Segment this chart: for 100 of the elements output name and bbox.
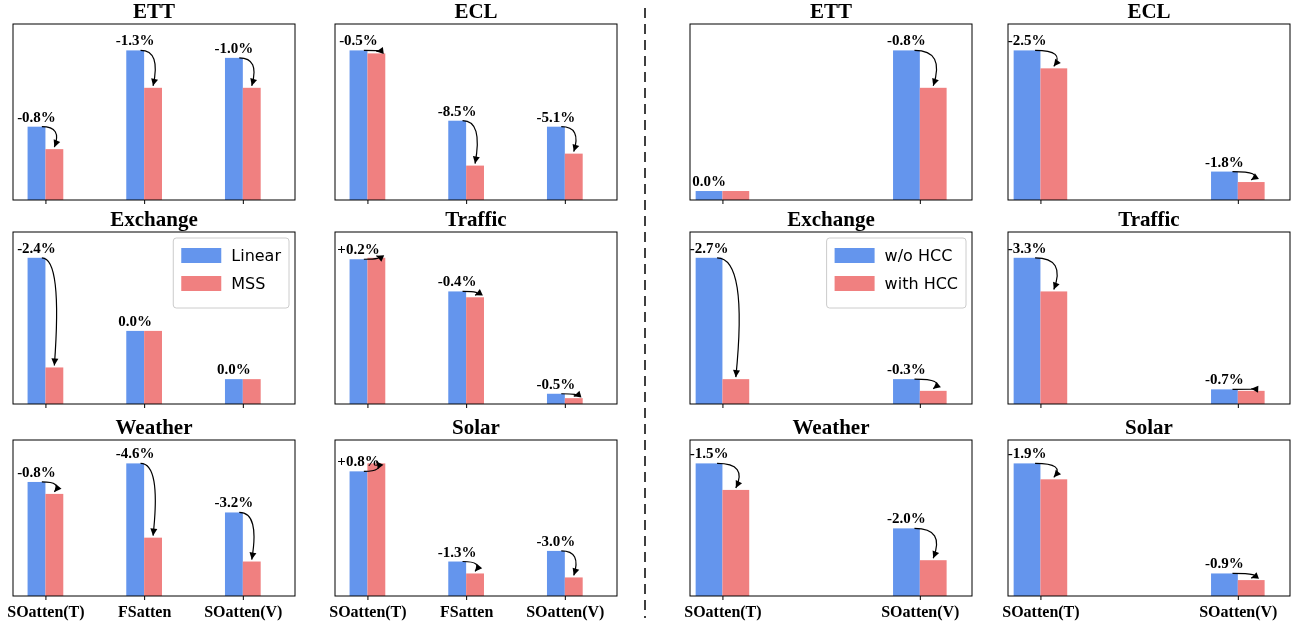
bar <box>349 259 368 404</box>
bar <box>919 560 947 596</box>
bar <box>466 297 484 404</box>
annotation: -0.9% <box>1205 555 1244 572</box>
chart-title: Traffic <box>1118 207 1180 231</box>
bar <box>448 561 467 596</box>
bar <box>1040 68 1068 200</box>
annotation: -1.5% <box>689 445 729 462</box>
annotation: -0.5% <box>536 375 576 392</box>
bar <box>1211 171 1238 200</box>
bar <box>144 330 162 404</box>
chart-title: Solar <box>1125 415 1173 439</box>
annotation: -8.5% <box>437 102 477 119</box>
annotation: -0.5% <box>339 32 378 49</box>
annotation: -1.3% <box>115 32 155 49</box>
annotation: -3.0% <box>536 532 576 549</box>
annotation: +0.8% <box>337 453 380 470</box>
bar <box>1040 291 1068 404</box>
bar <box>1211 573 1238 596</box>
annotation: -3.3% <box>1007 239 1047 256</box>
annotation: 0.0% <box>118 312 153 329</box>
x-tick-label: SOatten(T) <box>1002 603 1080 622</box>
bar <box>27 481 46 596</box>
x-tick-label: SOatten(T) <box>7 603 85 622</box>
annotation: -0.8% <box>887 32 926 49</box>
annotation: -0.4% <box>437 273 477 290</box>
bar <box>45 493 64 596</box>
annotation: +0.2% <box>337 241 380 258</box>
annotation: -4.6% <box>115 445 155 462</box>
annotation: -0.3% <box>887 361 926 378</box>
bar <box>144 87 162 200</box>
x-tick-label: SOatten(T) <box>329 603 407 622</box>
annotation: -2.4% <box>17 239 56 256</box>
legend-label: Linear <box>231 246 282 265</box>
annotation: 0.0% <box>217 361 251 378</box>
bar <box>27 126 46 200</box>
bar <box>224 57 243 200</box>
annotation: -1.9% <box>1007 445 1047 462</box>
bar <box>893 528 920 596</box>
bar <box>224 379 243 404</box>
legend-label: w/o HCC <box>884 246 953 265</box>
annotation: -0.8% <box>17 108 56 125</box>
bar <box>1013 50 1041 200</box>
bar <box>367 53 386 200</box>
x-tick-label: SOatten(T) <box>684 603 762 622</box>
chart-title: Weather <box>115 415 193 439</box>
annotation: -3.2% <box>214 494 254 511</box>
bar <box>564 153 583 200</box>
bar <box>1013 257 1041 404</box>
annotation: -5.1% <box>536 108 576 125</box>
bar <box>1013 463 1041 596</box>
chart-title: Exchange <box>110 207 198 231</box>
bar <box>546 126 565 200</box>
bar <box>722 489 750 596</box>
bar <box>126 330 145 404</box>
chart-title: ETT <box>132 0 176 23</box>
bar <box>27 257 46 404</box>
annotation: -1.3% <box>437 543 477 560</box>
annotation: 0.0% <box>692 173 726 190</box>
annotation: -2.0% <box>887 510 926 527</box>
bar <box>448 120 467 200</box>
annotation: -2.7% <box>689 239 729 256</box>
bar <box>1040 479 1068 596</box>
x-tick-label: SOatten(V) <box>204 603 283 622</box>
chart-title: Exchange <box>787 207 875 231</box>
bar <box>224 512 243 596</box>
bar <box>1237 182 1265 200</box>
bar <box>466 165 484 200</box>
bar <box>695 463 723 596</box>
chart-title: Weather <box>792 415 870 439</box>
bar <box>144 537 162 596</box>
chart-title: ECL <box>454 0 498 23</box>
legend-label: MSS <box>231 274 266 293</box>
annotation: -0.8% <box>17 463 56 480</box>
annotation: -0.7% <box>1205 371 1244 388</box>
bar <box>242 561 261 596</box>
x-tick-label: FSatten <box>117 603 172 621</box>
x-tick-label: FSatten <box>439 603 494 621</box>
bar <box>349 50 368 200</box>
bar <box>1237 390 1265 404</box>
bar <box>126 50 145 200</box>
chart-title: ETT <box>809 0 853 23</box>
x-tick-label: SOatten(V) <box>526 603 605 622</box>
bar <box>367 257 386 404</box>
bar <box>126 463 145 596</box>
annotation: -1.8% <box>1205 153 1244 170</box>
bar <box>45 149 64 200</box>
x-tick-label: SOatten(V) <box>1199 603 1278 622</box>
bar <box>242 87 261 200</box>
bar <box>564 577 583 596</box>
annotation: -1.0% <box>214 39 254 56</box>
bar <box>349 471 368 596</box>
bar <box>466 573 484 596</box>
x-tick-label: SOatten(V) <box>881 603 960 622</box>
chart-title: Solar <box>452 415 500 439</box>
bar <box>1237 580 1265 596</box>
chart-title: Traffic <box>445 207 507 231</box>
bar <box>1211 389 1238 404</box>
chart-title: ECL <box>1127 0 1171 23</box>
bar <box>242 379 261 404</box>
